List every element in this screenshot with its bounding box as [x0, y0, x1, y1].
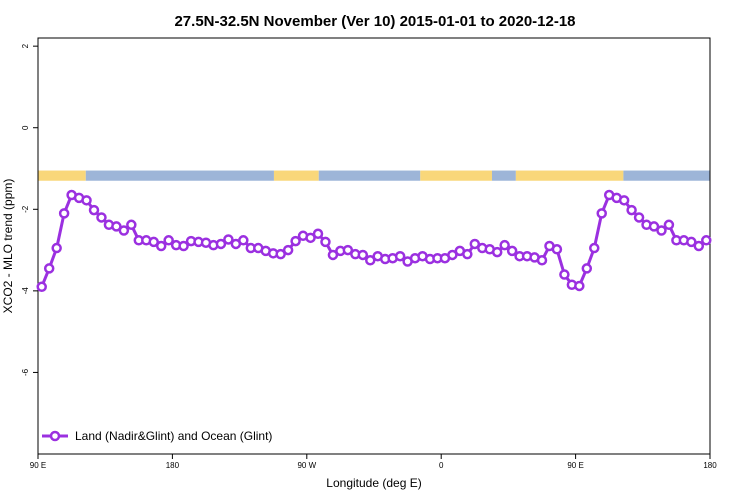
data-point	[536, 255, 548, 266]
y-tick-label: -2	[21, 205, 30, 213]
data-point	[118, 225, 130, 236]
band-segment-land	[38, 170, 86, 181]
band-segment-ocean	[623, 170, 710, 181]
data-point	[43, 263, 55, 274]
data-point	[223, 234, 234, 245]
data-point	[178, 240, 189, 252]
data-point	[305, 232, 316, 244]
data-point	[275, 248, 286, 260]
y-tick-label: -6	[21, 368, 30, 376]
data-point	[663, 219, 675, 231]
legend-entry-label: Land (Nadir&Glint) and Ocean (Glint)	[75, 429, 272, 443]
data-point	[365, 255, 376, 266]
series-layer	[36, 189, 712, 293]
band-segment-ocean	[85, 170, 274, 181]
x-axis: 90 E 180 90 W 0 90 E 180	[30, 454, 717, 470]
data-point	[282, 244, 294, 256]
data-point	[574, 280, 585, 292]
y-tick-label: 0	[21, 125, 30, 130]
surface-type-band	[38, 170, 710, 181]
data-point	[290, 235, 301, 247]
data-point	[633, 212, 645, 223]
data-point	[357, 249, 369, 261]
y-tick-label: -4	[21, 287, 30, 295]
data-point	[686, 236, 697, 248]
data-point	[238, 235, 249, 246]
band-segment-ocean	[318, 170, 421, 181]
data-point	[626, 204, 637, 216]
data-point	[701, 235, 712, 246]
data-point	[36, 281, 47, 293]
x-tick-label: 180	[703, 461, 717, 470]
data-point	[88, 204, 100, 216]
data-point	[155, 240, 167, 252]
x-tick-label: 90 W	[297, 461, 316, 470]
data-point	[215, 238, 227, 250]
legend: Land (Nadir&Glint) and Ocean (Glint)	[42, 429, 272, 443]
band-segment-ocean	[491, 170, 516, 181]
data-point	[163, 235, 174, 246]
chart-title: 27.5N-32.5N November (Ver 10) 2015-01-01…	[174, 13, 575, 30]
data-point	[148, 236, 159, 248]
data-point	[327, 249, 339, 261]
data-point	[111, 221, 122, 232]
data-point	[618, 195, 630, 206]
y-axis: 2 0 -2 -4 -6	[21, 43, 38, 376]
band-segment-land	[420, 170, 492, 181]
data-point	[589, 242, 600, 254]
data-point	[96, 212, 107, 223]
data-point	[656, 225, 667, 236]
data-point	[499, 239, 510, 251]
data-point	[320, 236, 331, 248]
data-point	[342, 244, 354, 256]
data-point	[559, 269, 570, 280]
data-point	[58, 208, 70, 219]
data-point	[693, 240, 705, 252]
data-point	[469, 238, 481, 250]
x-axis-label: Longitude (deg E)	[326, 476, 421, 490]
x-tick-label: 90 E	[30, 461, 46, 470]
x-tick-label: 0	[439, 461, 444, 470]
data-point	[462, 248, 473, 260]
plot-frame	[37, 37, 711, 455]
data-point	[51, 242, 62, 254]
data-point	[447, 249, 458, 261]
data-point	[648, 221, 660, 232]
data-point	[581, 263, 593, 274]
band-segment-land	[515, 170, 624, 181]
data-point	[506, 245, 518, 257]
x-tick-label: 180	[166, 461, 180, 470]
data-point	[81, 195, 92, 206]
band-segment-land	[273, 170, 319, 181]
data-point	[551, 244, 563, 255]
data-point	[126, 219, 137, 231]
data-point	[596, 208, 607, 219]
y-axis-label: XCO2 - MLO trend (ppm)	[1, 179, 15, 314]
data-point	[491, 246, 503, 258]
y-tick-label: 2	[21, 43, 30, 48]
data-point	[312, 228, 324, 240]
x-tick-label: 90 E	[567, 461, 583, 470]
data-point	[394, 250, 406, 262]
legend-marker-swatch	[49, 430, 61, 442]
